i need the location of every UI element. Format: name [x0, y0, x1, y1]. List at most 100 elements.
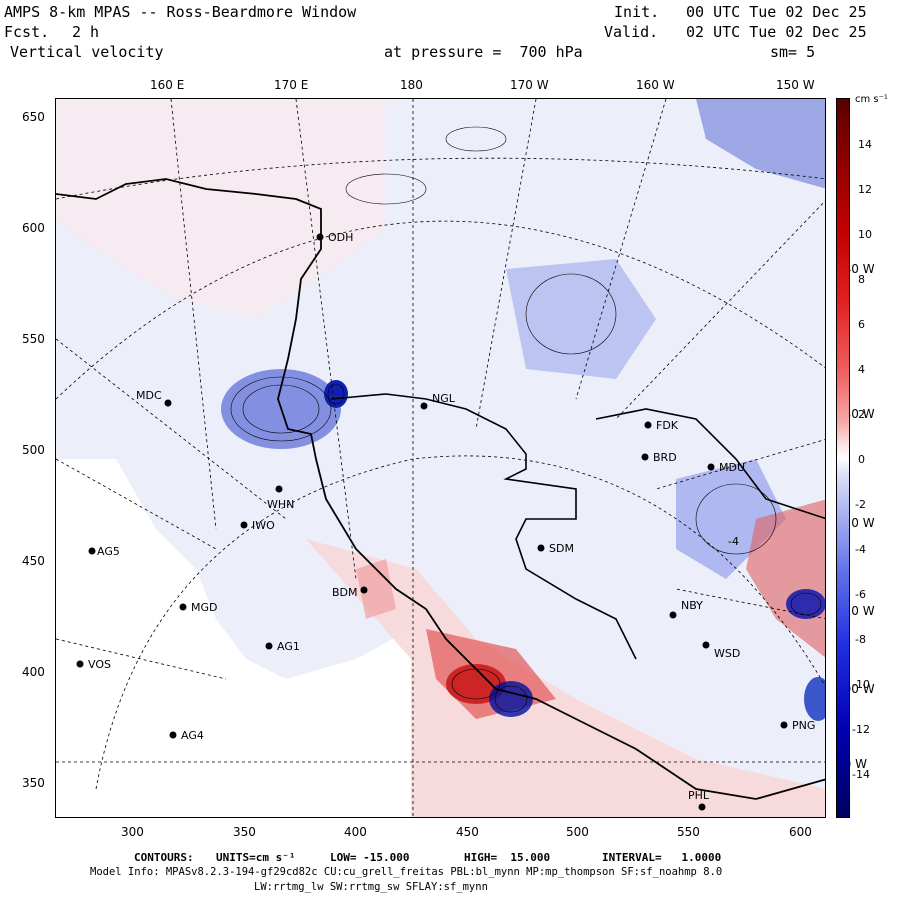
y-axis-label: 600: [22, 221, 45, 235]
model-info: Model Info: MPASv8.2.3-194-gf29cd82c CU:…: [90, 866, 723, 878]
svg-text:PHL: PHL: [688, 789, 710, 802]
top-lon-label: 170 W: [510, 78, 549, 92]
downdraft-red-zone: [356, 559, 396, 619]
y-axis-label: 550: [22, 332, 45, 346]
y-axis-label: 500: [22, 443, 45, 457]
colorbar-tick: -14: [852, 768, 870, 781]
svg-text:MGD: MGD: [191, 601, 218, 614]
y-axis-label: 350: [22, 776, 45, 790]
colorbar-tick: 12: [858, 183, 872, 196]
top-lon-label: 150 W: [776, 78, 815, 92]
svg-text:MDC: MDC: [136, 389, 162, 402]
svg-text:AG1: AG1: [277, 640, 300, 653]
station-marker: PNG: [780, 719, 815, 732]
init-time: 00 UTC Tue 02 Dec 25: [686, 3, 867, 21]
velocity-map: ODH NGL MDC FDK BRD MDU WHN IWO AG5 SDM …: [55, 98, 826, 818]
station-marker: VOS: [76, 658, 111, 671]
svg-text:AG5: AG5: [97, 545, 120, 558]
x-axis-label: 450: [456, 825, 479, 839]
station-marker: FDK: [644, 419, 679, 432]
model-info-physics: LW:rrtmg_lw SW:rrtmg_sw SFLAY:sf_mynn: [254, 881, 488, 893]
svg-text:FDK: FDK: [656, 419, 679, 432]
contours-high: HIGH= 15.000: [464, 851, 551, 864]
x-axis-label: 550: [677, 825, 700, 839]
coastline: [595, 408, 825, 520]
contours-label: CONTOURS:: [134, 851, 194, 864]
graticule: [56, 99, 825, 817]
station-marker: BRD: [641, 451, 677, 464]
contour-value-label: -4: [728, 535, 739, 548]
svg-text:ODH: ODH: [328, 231, 353, 244]
svg-text:NGL: NGL: [432, 392, 456, 405]
station-marker: MDU: [707, 461, 745, 474]
map-title: AMPS 8-km MPAS -- Ross-Beardmore Window: [4, 3, 357, 21]
station-marker: AG4: [169, 729, 204, 742]
svg-text:BRD: BRD: [653, 451, 677, 464]
colorbar-tick: 4: [858, 363, 865, 376]
station-marker: WHN: [267, 485, 294, 511]
x-axis-label: 500: [566, 825, 589, 839]
field-region: [56, 99, 386, 319]
station-marker: NBY: [669, 599, 703, 619]
map-canvas: [56, 99, 825, 817]
colorbar-tick: -6: [855, 588, 866, 601]
colorbar-tick: -12: [852, 723, 870, 736]
svg-text:NBY: NBY: [681, 599, 703, 612]
station-marker: MDC: [136, 389, 172, 407]
y-axis-label: 450: [22, 554, 45, 568]
station-marker: AG5: [88, 545, 120, 558]
updraft-blue-core: [804, 677, 825, 721]
station-marker: BDM: [332, 586, 368, 599]
station-marker: ODH: [316, 231, 353, 244]
colorbar-tick: 0: [858, 453, 865, 466]
valid-label: Valid.: [604, 23, 659, 41]
x-axis-label: 600: [789, 825, 812, 839]
x-axis-label: 400: [344, 825, 367, 839]
contour-lines: [230, 126, 822, 713]
colorbar-tick: 8: [858, 273, 865, 286]
top-lon-label: 160 W: [636, 78, 675, 92]
coastline: [56, 178, 825, 800]
station-marker: IWO: [240, 519, 275, 532]
svg-text:IWO: IWO: [252, 519, 275, 532]
colorbar-tick: -4: [855, 543, 866, 556]
x-axis-label: 300: [121, 825, 144, 839]
station-marker: MGD: [179, 601, 218, 614]
contours-low: LOW= -15.000: [330, 851, 410, 864]
forecast-label: Fcst.: [4, 23, 50, 41]
colorbar-unit: cm s⁻¹: [855, 94, 888, 105]
y-axis-label: 400: [22, 665, 45, 679]
valid-time: 02 UTC Tue 02 Dec 25: [686, 23, 867, 41]
init-label: Init.: [614, 3, 660, 21]
forecast-value: 2 h: [72, 23, 100, 41]
pressure-level: at pressure = 700 hPa: [384, 43, 583, 61]
colorbar-tick: 6: [858, 318, 865, 331]
field-name: Vertical velocity: [10, 43, 164, 61]
updraft-blue-core: [786, 589, 825, 619]
svg-text:WHN: WHN: [267, 498, 294, 511]
svg-text:AG4: AG4: [181, 729, 204, 742]
field-region: [306, 539, 825, 817]
colorbar-tick: -8: [855, 633, 866, 646]
ice-shelf-edge: [330, 393, 637, 660]
colorbar-tick: -2: [855, 498, 866, 511]
station-marker: WSD: [702, 641, 740, 660]
svg-text:WSD: WSD: [714, 647, 740, 660]
colorbar: [836, 98, 850, 818]
colorbar-tick: 14: [858, 138, 872, 151]
colorbar-tick: -10: [852, 678, 870, 691]
contours-interval: INTERVAL= 1.0000: [602, 851, 722, 864]
svg-text:VOS: VOS: [88, 658, 111, 671]
svg-text:MDU: MDU: [719, 461, 745, 474]
station-marker: NGL: [420, 392, 456, 410]
station-marker: PHL: [688, 789, 710, 811]
svg-text:BDM: BDM: [332, 586, 358, 599]
colorbar-tick: 10: [858, 228, 872, 241]
no-data-area: [56, 459, 411, 817]
smoothing-value: sm= 5: [770, 43, 816, 61]
station-marker: SDM: [537, 542, 574, 555]
colorbar-tick: 2: [858, 408, 865, 421]
y-axis-label: 650: [22, 110, 45, 124]
station-marker: AG1: [265, 640, 300, 653]
updraft-blue-zone: [696, 99, 825, 189]
